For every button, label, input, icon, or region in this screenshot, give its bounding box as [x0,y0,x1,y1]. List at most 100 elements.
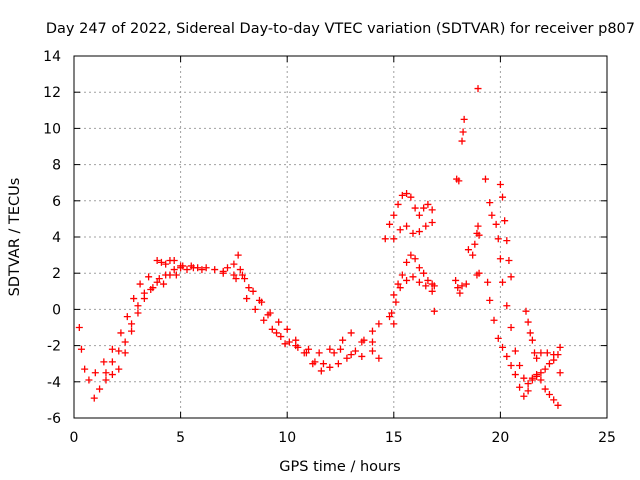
data-point [123,313,131,321]
data-point [162,271,170,279]
data-point [456,289,464,297]
data-point [524,318,532,326]
data-point [121,338,129,346]
data-point [115,347,123,355]
grid-lines [74,56,607,418]
data-point [96,385,104,393]
data-point [326,345,334,353]
data-point [294,343,302,351]
series-track-e [386,251,436,328]
data-point [507,362,515,370]
data-point [381,235,389,243]
data-point [277,333,285,341]
data-point [224,264,232,272]
data-point [398,191,406,199]
x-tick-label: 20 [491,430,509,446]
data-point [541,365,549,373]
data-point [264,311,272,319]
data-point [77,345,85,353]
data-point [388,309,396,317]
data-point [368,338,376,346]
data-point [537,349,545,357]
data-point [430,307,438,315]
data-point [155,275,163,283]
data-point [507,273,515,281]
data-point [462,280,470,288]
data-point [375,354,383,362]
data-point [249,287,257,295]
data-point [458,137,466,145]
data-point [528,336,536,344]
data-point [153,278,161,286]
data-point [556,369,564,377]
chart-title: Day 247 of 2022, Sidereal Day-to-day VTE… [46,21,635,37]
y-tick-label: 14 [43,49,61,65]
data-point [268,325,276,333]
data-point [302,349,310,357]
data-point [403,276,411,284]
data-point [490,316,498,324]
data-point [430,282,438,290]
data-point [236,266,244,274]
data-point [368,327,376,335]
data-point [183,266,191,274]
data-point [172,271,180,279]
data-point [81,365,89,373]
data-point [520,374,528,382]
y-tick-label: 6 [52,194,61,210]
axis-ticks: 0 5 10 15 20 25 -6 -4 -2 0 2 4 6 8 10 12 14 [43,49,616,446]
data-point [281,340,289,348]
data-point [511,371,519,379]
data-point [75,324,83,331]
data-point [100,358,108,366]
data-point [255,296,263,304]
data-point [494,235,502,243]
data-point [394,280,402,288]
data-point [454,284,462,292]
data-point [411,204,419,212]
data-point [234,251,242,259]
data-point [102,369,110,377]
data-point [326,363,334,371]
data-point [403,222,411,230]
data-point [386,313,394,321]
data-point [409,273,417,281]
data-point [347,351,355,359]
data-point [392,298,400,306]
data-point [243,295,251,303]
data-point [162,260,170,268]
data-point [315,349,323,357]
data-point [415,228,423,236]
data-point [140,295,148,303]
x-tick-label: 25 [598,430,616,446]
data-point [501,217,509,225]
data-point [403,190,411,198]
data-point [403,258,411,266]
data-point [522,307,530,315]
data-point [428,206,436,214]
data-point [230,260,238,268]
data-point [219,269,227,277]
data-point [275,318,283,326]
data-point [494,334,502,342]
data-point [545,390,553,398]
data-point [386,220,394,228]
x-tick-label: 5 [176,430,185,446]
data-point [177,262,185,270]
data-point [452,276,460,284]
data-point [283,325,291,333]
data-point [460,115,468,123]
x-tick-label: 0 [70,430,79,446]
data-point [486,199,494,207]
data-point [232,275,240,283]
data-point [347,329,355,337]
data-points [75,85,564,409]
data-point [128,320,136,328]
data-point [189,264,197,272]
data-point [273,329,281,337]
data-point [554,401,562,409]
data-point [311,358,319,366]
data-point [424,276,432,284]
data-point [136,280,144,288]
